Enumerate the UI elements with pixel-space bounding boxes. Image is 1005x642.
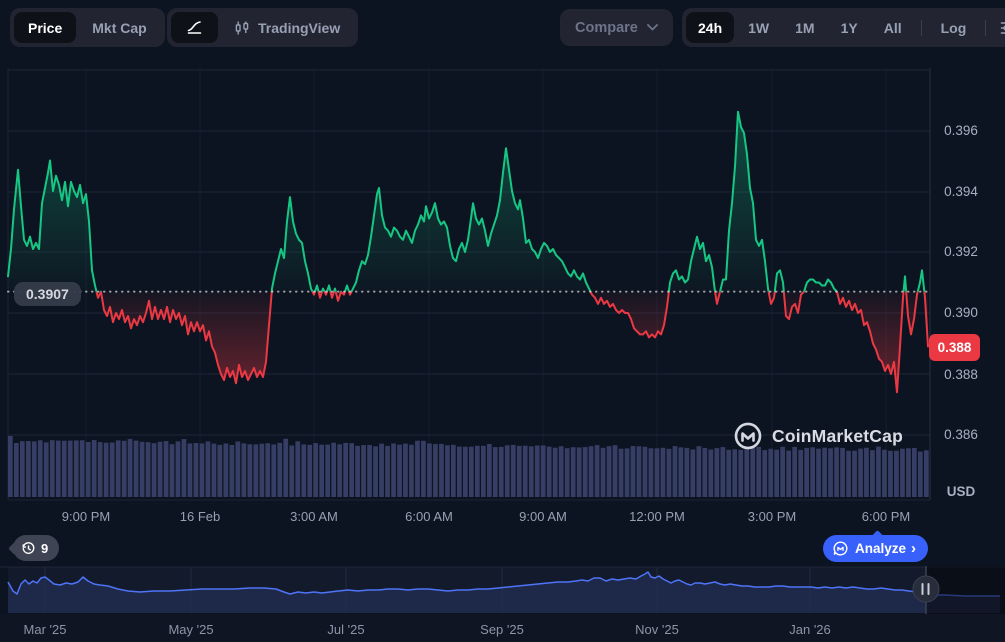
coinmarketcap-watermark: CoinMarketCap [733, 421, 903, 451]
chart-type-toggle: TradingView [167, 8, 359, 47]
range-all[interactable]: All [872, 12, 914, 43]
price-mktcap-toggle: Price Mkt Cap [10, 8, 165, 47]
x-axis-tick: 16 Feb [179, 509, 221, 524]
navigator-date: Nov '25 [635, 622, 679, 637]
x-axis-tick: 3:00 PM [747, 509, 797, 524]
cmc-chat-icon [832, 540, 849, 557]
line-chart-icon [186, 19, 203, 36]
navigator-date: Sep '25 [480, 622, 524, 637]
line-chart-button[interactable] [171, 12, 218, 43]
baseline-price-badge: 0.3907 [14, 282, 81, 306]
log-scale-button[interactable]: Log [929, 12, 979, 43]
tradingview-label: TradingView [258, 19, 341, 36]
sliders-icon [999, 18, 1005, 38]
chevron-down-icon [646, 24, 658, 31]
x-axis-tick: 9:00 AM [519, 509, 567, 524]
y-axis-tick: 0.392 [944, 244, 978, 259]
tab-mktcap[interactable]: Mkt Cap [78, 12, 160, 43]
range-navigator[interactable] [0, 566, 1005, 614]
range-selector: 24h 1W 1M 1Y All Log [682, 8, 1005, 47]
history-clock-icon [21, 541, 36, 556]
x-axis-tick: 6:00 AM [405, 509, 453, 524]
tab-price[interactable]: Price [14, 12, 77, 43]
price-line-up [7, 110, 926, 292]
watermark-label: CoinMarketCap [772, 425, 903, 446]
y-axis-unit: USD [946, 484, 976, 499]
history-count: 9 [41, 540, 49, 556]
range-1w[interactable]: 1W [736, 12, 781, 43]
bottom-strip [0, 614, 1005, 642]
coinmarketcap-logo-icon [733, 421, 763, 451]
gridlines [7, 68, 931, 501]
y-axis-tick: 0.394 [944, 184, 978, 199]
y-axis-tick: 0.390 [944, 305, 978, 320]
navigator-handle[interactable] [912, 575, 940, 603]
chevron-right-icon: › [911, 540, 917, 557]
analyze-label: Analyze [855, 541, 907, 556]
range-1m[interactable]: 1M [783, 12, 826, 43]
navigator-date: Jan '26 [789, 622, 831, 637]
navigator-date: May '25 [168, 622, 214, 637]
analyze-button[interactable]: Analyze › [823, 535, 929, 562]
divider [985, 19, 987, 36]
navigator-area [8, 572, 1000, 613]
history-count-badge[interactable]: 9 [13, 535, 60, 561]
divider [920, 19, 922, 36]
volume-bars [8, 436, 929, 497]
chart-settings-button[interactable] [993, 18, 1005, 38]
y-axis-tick: 0.388 [944, 367, 978, 382]
range-1y[interactable]: 1Y [829, 12, 870, 43]
price-line-down [95, 291, 929, 394]
last-price-badge: 0.388 [929, 334, 980, 361]
candlestick-icon [234, 20, 250, 36]
x-axis-tick: 9:00 PM [61, 509, 111, 524]
compare-button[interactable]: Compare [560, 9, 673, 46]
compare-label: Compare [575, 19, 638, 36]
navigator-line [7, 571, 1000, 597]
x-axis-tick: 3:00 AM [290, 509, 338, 524]
x-axis-tick: 6:00 PM [861, 509, 911, 524]
y-axis-tick: 0.396 [944, 123, 978, 138]
navigator-date: Mar '25 [23, 622, 67, 637]
y-axis-tick: 0.386 [944, 427, 978, 442]
tradingview-button[interactable]: TradingView [220, 12, 354, 43]
range-24h[interactable]: 24h [686, 12, 735, 43]
navigator-date: Jul '25 [327, 622, 365, 637]
x-axis-tick: 12:00 PM [629, 509, 685, 524]
